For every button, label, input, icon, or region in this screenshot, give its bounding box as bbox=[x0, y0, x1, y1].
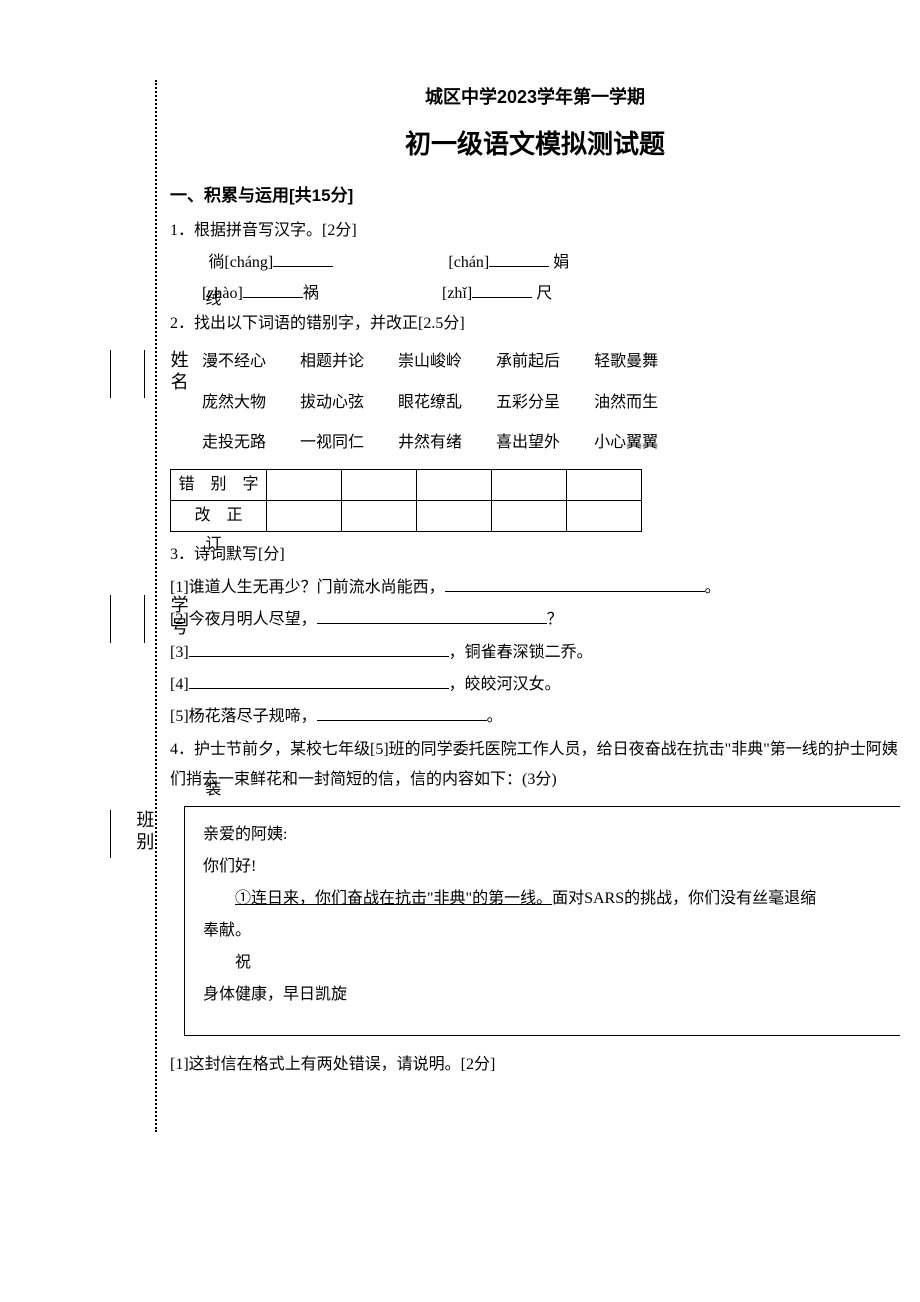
q2-c14[interactable] bbox=[492, 469, 567, 500]
q2-c24[interactable] bbox=[492, 501, 567, 532]
w0: 漫不经心 bbox=[202, 347, 266, 377]
q2-words: 漫不经心 相题并论 崇山峻岭 承前起后 轻歌曼舞 庞然大物 拔动心弦 眼花缭乱 … bbox=[170, 347, 658, 458]
w4: 轻歌曼舞 bbox=[594, 347, 658, 377]
exam-page: 线 姓名 订 学号 装 班别 城区中学2023学年第一学期 初一级语文模拟测试题… bbox=[0, 0, 920, 1282]
q2-th1: 错 别 字 bbox=[171, 469, 267, 500]
q3-l5-blank[interactable] bbox=[317, 705, 487, 721]
q1-i3-post: 尺 bbox=[532, 285, 552, 302]
letter-l2: 你们好! bbox=[203, 851, 882, 883]
q3-stem: 3．诗词默写[分] bbox=[170, 540, 900, 570]
w6: 拔动心弦 bbox=[300, 388, 364, 418]
q3-l2: [2]今夜月明人尽望，？ bbox=[170, 605, 900, 635]
letter-l3-rest: 面对SARS的挑战，你们没有丝毫退缩 bbox=[552, 890, 816, 907]
q2-c25[interactable] bbox=[567, 501, 642, 532]
q3-l4-blank[interactable] bbox=[189, 673, 449, 689]
w10: 走投无路 bbox=[202, 428, 266, 458]
w7: 眼花缭乱 bbox=[398, 388, 462, 418]
q1-stem: 1．根据拼音写汉字。[2分] bbox=[170, 216, 900, 246]
label-id: 学号 bbox=[93, 595, 196, 643]
q3-l4-post: ，皎皎河汉女。 bbox=[449, 676, 561, 693]
q1-i0-pre: 徜[cháng] bbox=[208, 254, 273, 271]
q3-l5-pre: [5]杨花落尽子规啼， bbox=[170, 708, 317, 725]
w3: 承前起后 bbox=[496, 347, 560, 377]
q2-c13[interactable] bbox=[417, 469, 492, 500]
w1: 相题并论 bbox=[300, 347, 364, 377]
label-name: 姓名 bbox=[93, 350, 196, 398]
letter-l3: ①连日来，你们奋战在抗击"非典"的第一线。面对SARS的挑战，你们没有丝毫退缩 bbox=[203, 883, 882, 915]
q3-l5-post: 。 bbox=[487, 708, 503, 725]
q2-c12[interactable] bbox=[342, 469, 417, 500]
q2-c11[interactable] bbox=[267, 469, 342, 500]
q2-c21[interactable] bbox=[267, 501, 342, 532]
marker-zhuang: 装 bbox=[195, 780, 225, 796]
q3-l2-post: ？ bbox=[547, 611, 563, 628]
q3-l4-pre: [4] bbox=[170, 676, 189, 693]
letter-l5: 祝 bbox=[203, 947, 882, 979]
q4-stem: 4．护士节前夕，某校七年级[5]班的同学委托医院工作人员，给日夜奋战在抗击"非典… bbox=[170, 735, 900, 796]
letter-l3-underlined: ①连日来，你们奋战在抗击"非典"的第一线。 bbox=[235, 890, 552, 907]
q1-i1-blank[interactable] bbox=[489, 251, 549, 267]
letter-l1: 亲爱的阿姨: bbox=[203, 819, 882, 851]
letter-l6: 身体健康，早日凯旋 bbox=[203, 979, 882, 1011]
letter-l4: 奉献。 bbox=[203, 915, 882, 947]
w11: 一视同仁 bbox=[300, 428, 364, 458]
q1-row2: [zhào]祸 [zhǐ] 尺 bbox=[170, 279, 900, 309]
w14: 小心翼翼 bbox=[594, 428, 658, 458]
section1-heading: 一、积累与运用[共15分] bbox=[170, 180, 900, 212]
q3-l3-post: ，铜雀春深锁二乔。 bbox=[449, 644, 593, 661]
q1-i2-post: 祸 bbox=[303, 285, 319, 302]
w8: 五彩分呈 bbox=[496, 388, 560, 418]
q1-i3-blank[interactable] bbox=[472, 282, 532, 298]
q1-i2-blank[interactable] bbox=[243, 282, 303, 298]
q3-l3-pre: [3] bbox=[170, 644, 189, 661]
q2-th2: 改 正 bbox=[171, 501, 267, 532]
q3-l1-post: 。 bbox=[705, 579, 721, 596]
w5: 庞然大物 bbox=[202, 388, 266, 418]
w2: 崇山峻岭 bbox=[398, 347, 462, 377]
q2-c15[interactable] bbox=[567, 469, 642, 500]
q3-l1-pre: [1]谁道人生无再少？门前流水尚能西， bbox=[170, 579, 445, 596]
label-class: 班别 bbox=[93, 810, 161, 858]
q4-sub1: [1]这封信在格式上有两处错误，请说明。[2分] bbox=[170, 1050, 900, 1080]
w9: 油然而生 bbox=[594, 388, 658, 418]
q1-i1-pre: [chán] bbox=[448, 254, 489, 271]
q3-l5: [5]杨花落尽子规啼， 。 bbox=[170, 702, 900, 732]
q3-l1-blank[interactable] bbox=[445, 576, 705, 592]
q2-c22[interactable] bbox=[342, 501, 417, 532]
q3-l4: [4] ，皎皎河汉女。 bbox=[170, 670, 900, 700]
w13: 喜出望外 bbox=[496, 428, 560, 458]
marker-xian: 线 bbox=[195, 290, 225, 306]
q3-l3: [3] ，铜雀春深锁二乔。 bbox=[170, 638, 900, 668]
w12: 井然有绪 bbox=[398, 428, 462, 458]
header-line1: 城区中学2023学年第一学期 bbox=[170, 80, 900, 114]
q3-l2-blank[interactable] bbox=[317, 608, 547, 624]
q3-l3-blank[interactable] bbox=[189, 641, 449, 657]
q3-l1: [1]谁道人生无再少？门前流水尚能西， 。 bbox=[170, 573, 900, 603]
marker-ding: 订 bbox=[195, 535, 225, 551]
q1-i0-blank[interactable] bbox=[273, 251, 333, 267]
q2-stem: 2．找出以下词语的错别字，并改正[2.5分] bbox=[170, 309, 900, 339]
q2-table: 错 别 字 改 正 bbox=[170, 469, 642, 533]
q1-row1: 徜[cháng] [chán] 娟 bbox=[170, 248, 900, 278]
q1-i3-pre: [zhǐ] bbox=[442, 285, 472, 302]
q2-c23[interactable] bbox=[417, 501, 492, 532]
letter-box: 亲爱的阿姨: 你们好! ①连日来，你们奋战在抗击"非典"的第一线。面对SARS的… bbox=[184, 806, 900, 1036]
header-line2: 初一级语文模拟测试题 bbox=[170, 120, 900, 169]
q1-i1-post: 娟 bbox=[549, 254, 569, 271]
